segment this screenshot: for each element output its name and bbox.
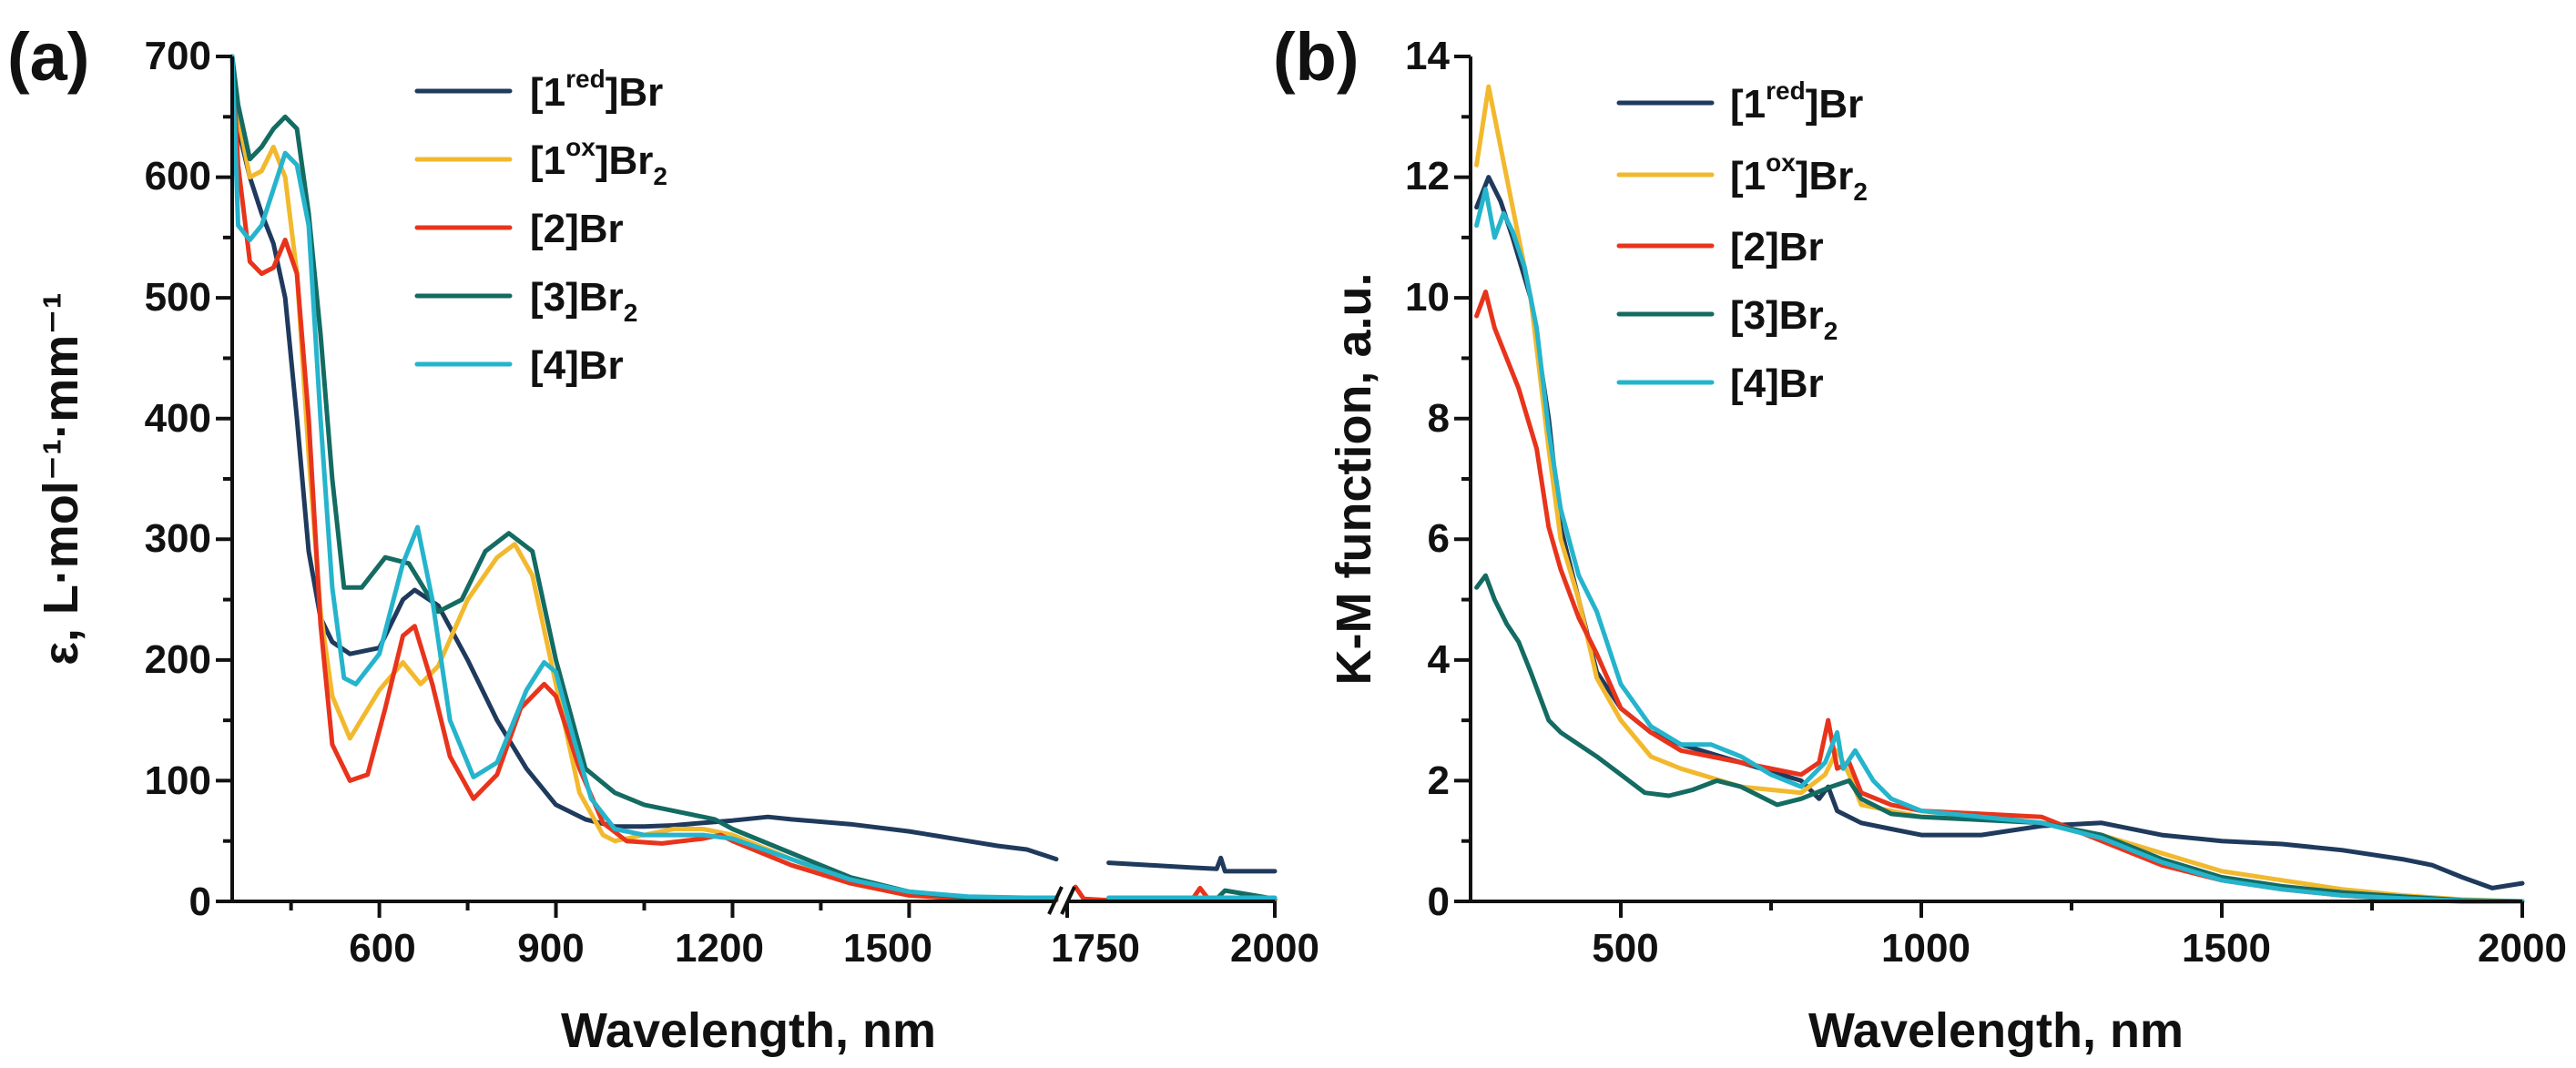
panel-a-y-tick-label: 300 — [145, 516, 211, 561]
panel-a-y-tick-label: 200 — [145, 637, 211, 682]
panel-a-y-tick-label: 600 — [145, 154, 211, 198]
series-line-1ox — [229, 54, 1059, 903]
panel-a-x-tick-label: 600 — [349, 926, 415, 971]
panel-b-label: (b) — [1273, 19, 1359, 95]
panel-a-x-tick-label: 2000 — [1230, 926, 1319, 971]
legend-label-1red: [1red]Br — [530, 65, 663, 115]
series-line-1ox — [1474, 84, 2525, 904]
panel-a-series-group — [229, 54, 1278, 903]
panel-a-axis-break-mark — [1047, 886, 1064, 915]
panel-b-series-group — [1474, 84, 2525, 904]
legend-label-1ox: [1ox]Br2 — [1730, 148, 1868, 206]
series-line-3 — [1474, 573, 2525, 904]
panel-b: (b) 500 1000 1500 2000 0 2 4 6 8 10 12 1… — [1273, 19, 2567, 1058]
panel-a-axis-break-mark — [1060, 886, 1076, 915]
panel-b-y-tick-label: 4 — [1428, 637, 1451, 682]
panel-a-label: (a) — [7, 19, 89, 95]
panel-a-y-tick-label: 700 — [145, 34, 211, 78]
panel-b-y-axis-title: K-M function, a.u. — [1327, 273, 1381, 686]
panel-a-x-tick-label: 1750 — [1051, 926, 1140, 971]
panel-b-x-tick-label: 1500 — [2182, 926, 2271, 971]
legend-label-4: [4]Br — [530, 343, 624, 388]
legend-label-4: [4]Br — [1730, 361, 1824, 406]
series-line-1red — [229, 54, 1059, 862]
series-line-4 — [1474, 187, 2525, 904]
legend-label-2: [2]Br — [1730, 225, 1824, 270]
series-line-2 — [229, 54, 1059, 903]
legend-label-1ox: [1ox]Br2 — [530, 133, 667, 190]
legend-label-1red: [1red]Br — [1730, 76, 1863, 127]
panel-b-legend: [1red]Br [1ox]Br2 [2]Br [3]Br2 [4]Br — [1616, 76, 1868, 406]
series-line-4 — [229, 54, 1059, 900]
panel-b-y-tick-label: 8 — [1428, 396, 1450, 441]
panel-b-y-tick-label: 10 — [1405, 275, 1450, 320]
panel-a-y-tick-label: 500 — [145, 275, 211, 320]
panel-a-y-tick-label: 0 — [189, 880, 211, 924]
panel-a-x-tick-label: 1200 — [675, 926, 764, 971]
panel-a-y-axis-title: ε, L·mol⁻¹·mm⁻¹ — [34, 292, 88, 666]
legend-label-3: [3]Br2 — [530, 275, 637, 327]
panel-b-y-tick-label: 0 — [1428, 880, 1450, 924]
panel-b-x-tick-label: 2000 — [2478, 926, 2567, 971]
panel-b-x-tick-label: 1000 — [1881, 926, 1970, 971]
panel-b-y-tick-label: 12 — [1405, 154, 1450, 198]
panel-a-x-axis-title: Wavelength, nm — [561, 1003, 936, 1058]
panel-a-y-tick-label: 100 — [145, 758, 211, 803]
series-line-1red — [1106, 855, 1278, 874]
panel-b-y-tick-label: 14 — [1405, 34, 1450, 78]
panel-b-x-tick-label: 500 — [1592, 926, 1658, 971]
panel-a: (a) 600 900 1200 1500 1750 2000 0 100 20… — [7, 19, 1319, 1058]
panel-b-y-tick-label: 2 — [1428, 758, 1450, 803]
panel-a-y-tick-label: 400 — [145, 396, 211, 441]
panel-a-legend: [1red]Br [1ox]Br2 [2]Br [3]Br2 [4]Br — [414, 65, 667, 388]
panel-b-x-axis-title: Wavelength, nm — [1808, 1003, 2184, 1058]
legend-label-3: [3]Br2 — [1730, 293, 1838, 345]
panel-a-x-tick-label: 1500 — [843, 926, 932, 971]
panel-a-ticks — [216, 55, 1278, 918]
panel-b-ticks — [1454, 55, 2524, 918]
panel-a-x-tick-label: 900 — [517, 926, 584, 971]
series-line-3 — [229, 54, 1059, 901]
legend-label-2: [2]Br — [530, 207, 624, 251]
panel-b-y-tick-label: 6 — [1428, 516, 1450, 561]
